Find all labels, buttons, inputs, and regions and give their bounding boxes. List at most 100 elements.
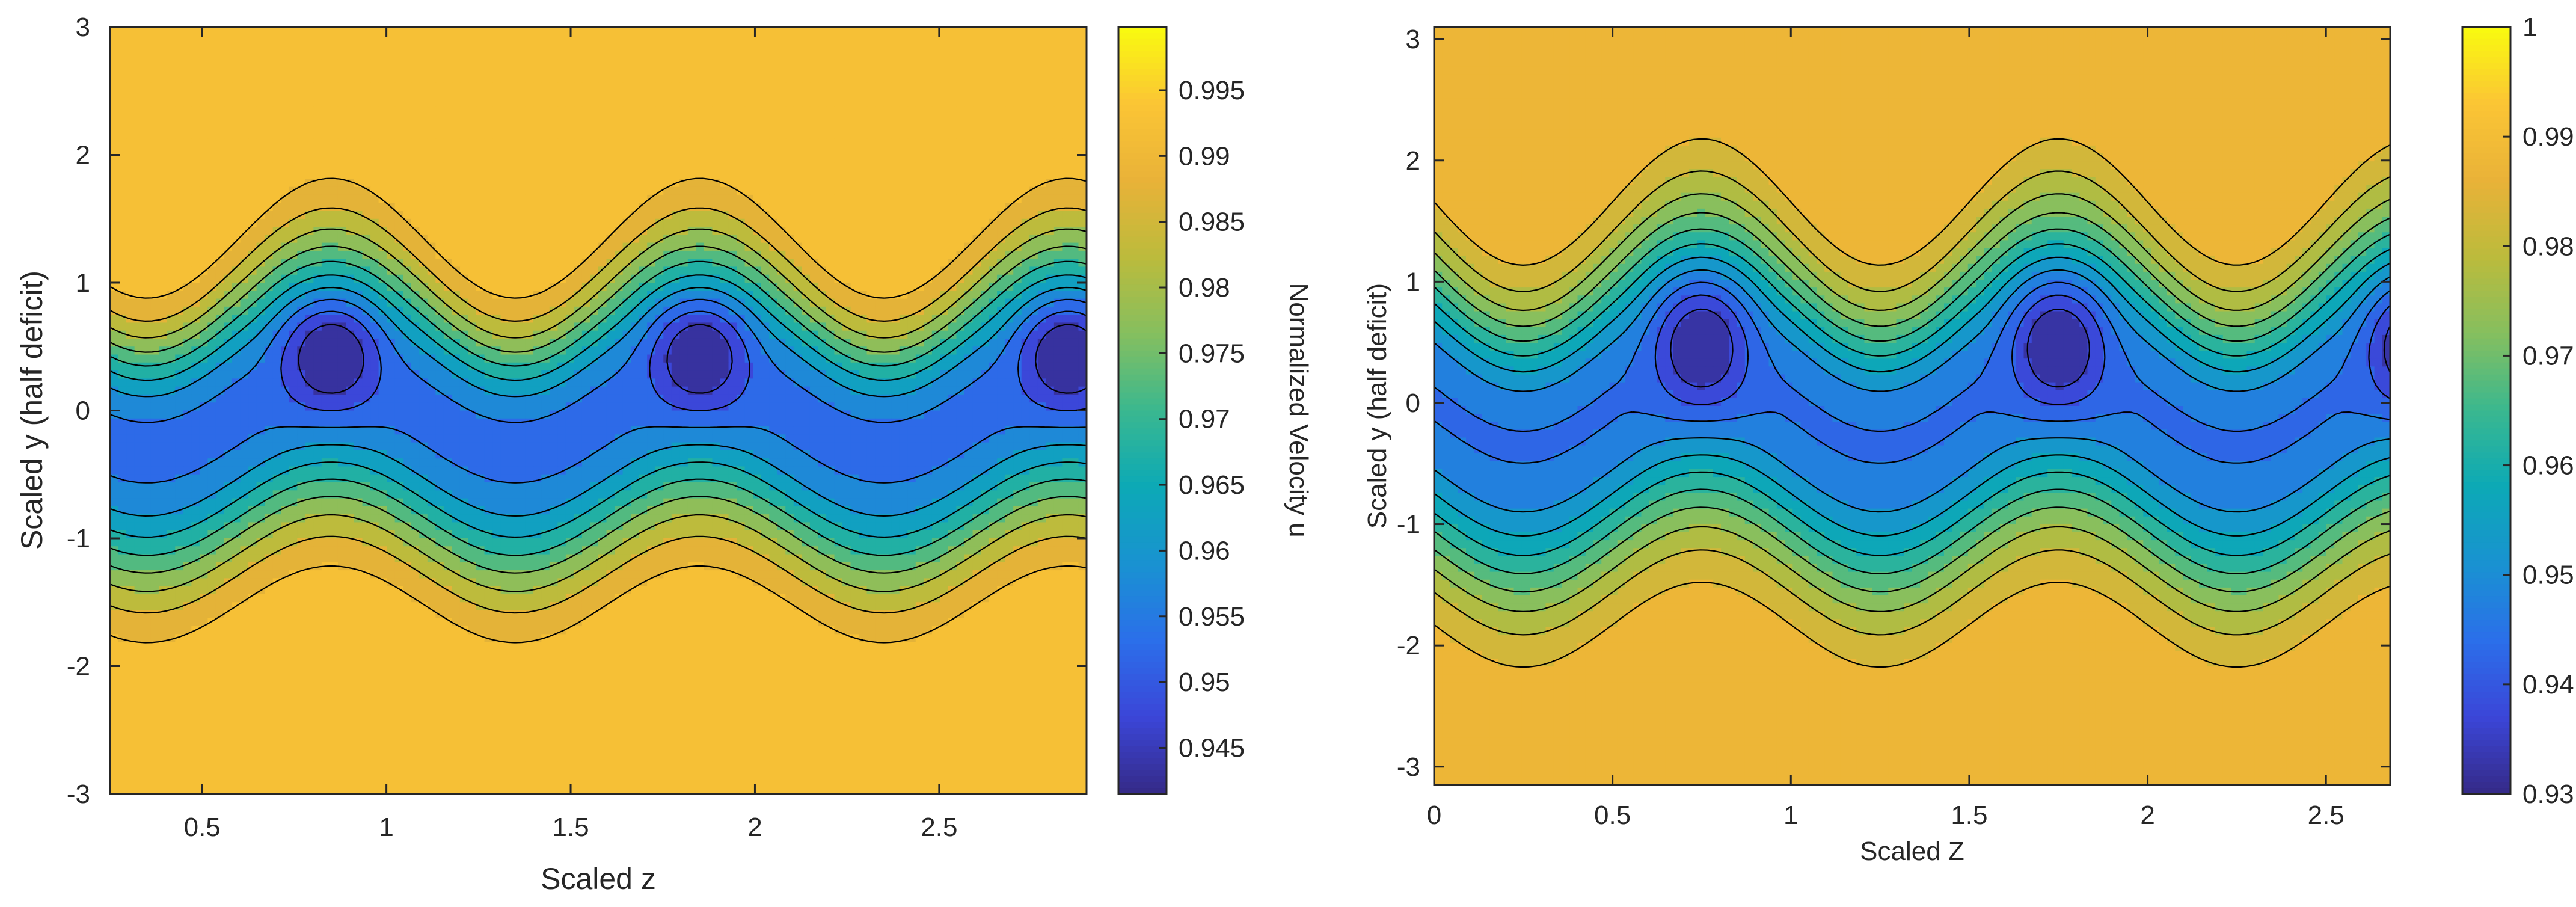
left-contour-cell bbox=[289, 250, 298, 259]
left-contour-cell bbox=[850, 171, 859, 180]
left-contour-cell bbox=[232, 171, 241, 180]
left-contour-cell bbox=[549, 147, 559, 156]
left-contour-cell bbox=[931, 306, 941, 315]
left-contour-cell bbox=[696, 211, 705, 220]
left-contour-cell bbox=[997, 274, 1006, 283]
left-contour-cell bbox=[484, 218, 493, 227]
left-contour-cell bbox=[394, 27, 403, 36]
left-contour-cell bbox=[256, 75, 265, 84]
left-contour-cell bbox=[240, 131, 249, 140]
left-contour-cell bbox=[631, 155, 640, 164]
left-contour-cell bbox=[924, 322, 933, 331]
left-contour-cell bbox=[297, 51, 306, 60]
left-contour-cell bbox=[199, 82, 209, 92]
left-contour-cell bbox=[509, 250, 518, 259]
left-contour-cell bbox=[1005, 322, 1014, 331]
left-contour-cell bbox=[1021, 242, 1031, 251]
left-contour-cell bbox=[207, 235, 216, 244]
left-contour-cell bbox=[476, 291, 485, 300]
left-contour-cell bbox=[948, 291, 957, 300]
left-contour-cell bbox=[647, 306, 656, 315]
left-contour-cell bbox=[793, 211, 803, 220]
left-contour-cell bbox=[915, 99, 925, 108]
left-contour-cell bbox=[232, 203, 241, 212]
left-contour-cell bbox=[427, 315, 437, 324]
left-contour-cell bbox=[606, 306, 615, 315]
left-contour-cell bbox=[785, 186, 794, 195]
left-contour-cell bbox=[167, 99, 176, 108]
left-contour-cell bbox=[924, 218, 933, 227]
left-contour-cell bbox=[818, 67, 827, 76]
left-contour-cell bbox=[639, 322, 648, 331]
left-contour-cell bbox=[232, 179, 241, 188]
left-contour-cell bbox=[581, 147, 591, 156]
left-contour-cell bbox=[387, 330, 396, 339]
left-contour-cell bbox=[191, 194, 200, 203]
left-contour-cell bbox=[687, 91, 697, 100]
left-contour-cell bbox=[818, 82, 827, 92]
left-contour-cell bbox=[663, 43, 672, 52]
left-contour-cell bbox=[289, 203, 298, 212]
left-contour-cell bbox=[598, 227, 607, 236]
left-contour-cell bbox=[818, 227, 827, 236]
left-contour-cell bbox=[802, 218, 811, 227]
left-contour-cell bbox=[859, 51, 868, 60]
left-contour-cell bbox=[598, 250, 607, 259]
left-contour-cell bbox=[639, 123, 648, 132]
left-contour-cell bbox=[802, 67, 811, 76]
left-contour-cell bbox=[769, 106, 778, 115]
left-contour-cell bbox=[598, 322, 607, 331]
left-contour-cell bbox=[1013, 315, 1022, 324]
left-contour-cell bbox=[541, 330, 550, 339]
left-contour-cell bbox=[207, 43, 216, 52]
left-contour-cell bbox=[443, 115, 453, 124]
left-contour-cell bbox=[802, 179, 811, 188]
left-contour-cell bbox=[541, 259, 550, 268]
left-contour-cell bbox=[500, 67, 509, 76]
left-contour-cell bbox=[394, 138, 403, 148]
left-contour-cell bbox=[696, 162, 705, 171]
left-contour-cell bbox=[134, 171, 143, 180]
left-contour-cell bbox=[948, 315, 957, 324]
left-contour-cell bbox=[696, 67, 705, 76]
left-contour-cell bbox=[191, 211, 200, 220]
left-contour-cell bbox=[590, 298, 599, 307]
left-contour-cell bbox=[590, 27, 599, 36]
left-contour-cell bbox=[411, 59, 420, 68]
left-contour-cell bbox=[118, 67, 127, 76]
left-contour-cell bbox=[143, 283, 152, 292]
left-contour-cell bbox=[330, 203, 339, 212]
left-contour-cell bbox=[956, 115, 965, 124]
left-contour-cell bbox=[248, 115, 257, 124]
left-contour-cell bbox=[899, 59, 909, 68]
left-contour-cell bbox=[1037, 338, 1047, 348]
left-contour-cell bbox=[370, 315, 379, 324]
left-contour-cell bbox=[1062, 179, 1071, 188]
left-contour-cell bbox=[639, 283, 648, 292]
left-contour-cell bbox=[281, 266, 290, 275]
left-contour-cell bbox=[370, 155, 379, 164]
left-contour-cell bbox=[647, 67, 656, 76]
left-contour-cell bbox=[143, 82, 152, 92]
left-contour-cell bbox=[712, 131, 721, 140]
left-contour-cell bbox=[606, 123, 615, 132]
left-contour-cell bbox=[321, 162, 331, 171]
left-contour-cell bbox=[549, 266, 559, 275]
left-contour-cell bbox=[639, 315, 648, 324]
left-contour-cell bbox=[313, 235, 322, 244]
left-contour-cell bbox=[459, 75, 469, 84]
left-contour-cell bbox=[744, 330, 753, 339]
left-contour-cell bbox=[802, 306, 811, 315]
left-contour-cell bbox=[737, 82, 746, 92]
left-contour-cell bbox=[859, 43, 868, 52]
left-contour-cell bbox=[948, 75, 957, 84]
left-contour-cell bbox=[866, 171, 876, 180]
left-contour-cell bbox=[793, 82, 803, 92]
left-contour-cell bbox=[639, 115, 648, 124]
left-contour-cell bbox=[753, 35, 762, 44]
left-contour-cell bbox=[696, 218, 705, 227]
left-contour-cell bbox=[647, 131, 656, 140]
left-contour-cell bbox=[744, 306, 753, 315]
left-contour-cell bbox=[272, 315, 281, 324]
left-contour-cell bbox=[232, 194, 241, 203]
